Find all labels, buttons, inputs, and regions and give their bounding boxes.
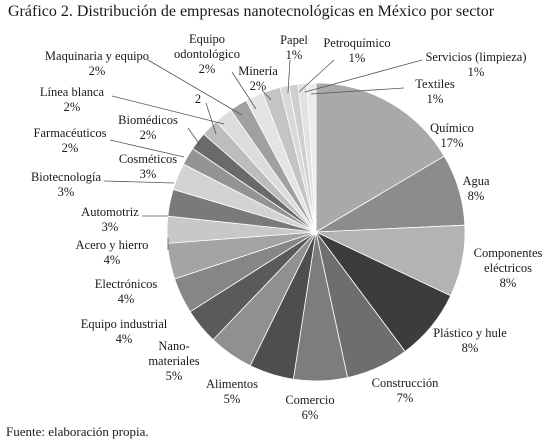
slice-label: Comercio 6%	[285, 393, 334, 422]
slice-label: Línea blanca 2%	[40, 85, 105, 114]
leader-line	[147, 59, 243, 116]
slice-label: Biomédicos 2%	[118, 113, 178, 142]
slice-label: Componentes eléctricos 8%	[474, 246, 543, 290]
leader-line	[261, 89, 272, 101]
slice-label: 2	[195, 92, 201, 106]
slice-label: Papel 1%	[280, 33, 308, 62]
leader-line	[298, 59, 335, 93]
leader-line	[310, 87, 405, 95]
leader-line	[287, 59, 291, 94]
slice-label: Electrónicos 4%	[95, 277, 158, 306]
slice-label: Químico 17%	[430, 121, 474, 150]
leader-lines	[103, 59, 423, 250]
leader-line	[187, 127, 201, 146]
slice-label: Nano-materiales 5%	[148, 339, 199, 383]
slice-label: Equipo odontológico 2%	[174, 32, 240, 76]
slice-label: Textiles 1%	[415, 77, 455, 106]
pie-slices	[166, 82, 466, 382]
leader-line	[205, 102, 217, 135]
leader-line	[304, 59, 423, 93]
leader-line	[103, 180, 175, 184]
leader-line	[111, 95, 225, 125]
slice-labels: Químico 17% Agua 8% Componentes eléctricos 8% P…	[31, 32, 543, 422]
leader-line	[109, 139, 185, 158]
slice-label: Minería 2%	[238, 64, 278, 93]
slice-label: Maquinaria y equipo 2%	[45, 49, 149, 78]
slice-label: Plástico y hule 8%	[433, 326, 507, 355]
chart-title: Gráfico 2. Distribución de empresas nano…	[8, 3, 495, 20]
leader-line	[231, 71, 257, 110]
slice-label: Equipo industrial 4%	[81, 317, 168, 346]
source-note: Fuente: elaboración propia.	[6, 424, 149, 439]
slice-label: Automotriz 3%	[81, 205, 139, 234]
slice-label: Acero y hierro 4%	[76, 238, 149, 267]
slice-label: Servicios (limpieza) 1%	[425, 50, 526, 79]
pie-slice-quimico	[315, 82, 445, 233]
slice-label: Farmacéuticos 2%	[34, 126, 107, 155]
slice-label: Alimentos 5%	[206, 377, 258, 406]
pie-slice-textiles	[306, 82, 317, 233]
slice-label: Cosméticos 3%	[119, 152, 177, 181]
slice-label: Construcción 7%	[372, 376, 439, 405]
slice-label: Agua 8%	[462, 174, 490, 203]
slice-label: Biotecnología 3%	[31, 170, 102, 199]
slice-label: Petroquímico 1%	[323, 36, 390, 65]
